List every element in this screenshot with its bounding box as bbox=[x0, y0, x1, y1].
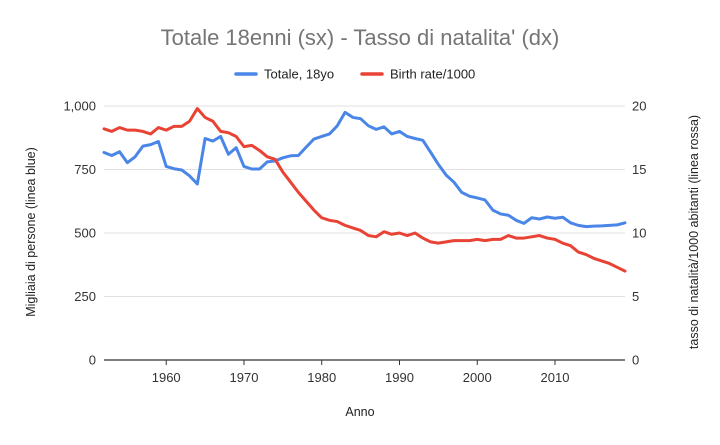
x-tick-label: 1990 bbox=[385, 370, 414, 385]
series-line-birth-rate bbox=[102, 107, 627, 273]
x-axis-label: Anno bbox=[345, 405, 374, 419]
y-axis-right-ticks: 0 5 10 15 20 bbox=[632, 99, 646, 368]
y2-tick-label: 20 bbox=[632, 99, 646, 114]
y2-tick-label: 15 bbox=[632, 162, 646, 177]
x-tick-label: 1960 bbox=[152, 370, 181, 385]
y-tick-label: 750 bbox=[74, 162, 96, 177]
gridlines bbox=[104, 105, 625, 361]
x-tick-label: 1980 bbox=[307, 370, 336, 385]
y-tick-label: 250 bbox=[74, 289, 96, 304]
series-line-totale-18yo bbox=[102, 110, 627, 229]
chart-title: Totale 18enni (sx) - Tasso di natalita' … bbox=[161, 25, 560, 50]
legend: Totale, 18yo Birth rate/1000 bbox=[234, 67, 475, 82]
y2-tick-label: 10 bbox=[632, 226, 646, 241]
y2-tick-label: 0 bbox=[632, 353, 639, 368]
y-axis-right-label: tasso di natalità/1000 abitanti (linea r… bbox=[687, 115, 701, 349]
y-axis-left-ticks: 0 250 500 750 1,000 bbox=[63, 99, 96, 368]
y-tick-label: 0 bbox=[89, 353, 96, 368]
y-tick-label: 500 bbox=[74, 226, 96, 241]
y2-tick-label: 5 bbox=[632, 289, 639, 304]
series-group bbox=[102, 107, 627, 273]
legend-label: Birth rate/1000 bbox=[390, 67, 475, 82]
y-tick-label: 1,000 bbox=[63, 99, 96, 114]
x-tick-label: 2010 bbox=[541, 370, 570, 385]
legend-label: Totale, 18yo bbox=[264, 67, 334, 82]
x-tick-label: 2000 bbox=[463, 370, 492, 385]
y-axis-left-label: Migliaia di persone (linea blue) bbox=[24, 147, 38, 317]
x-tick-label: 1970 bbox=[230, 370, 259, 385]
x-axis-ticks: 1960 1970 1980 1990 2000 2010 bbox=[152, 360, 570, 385]
